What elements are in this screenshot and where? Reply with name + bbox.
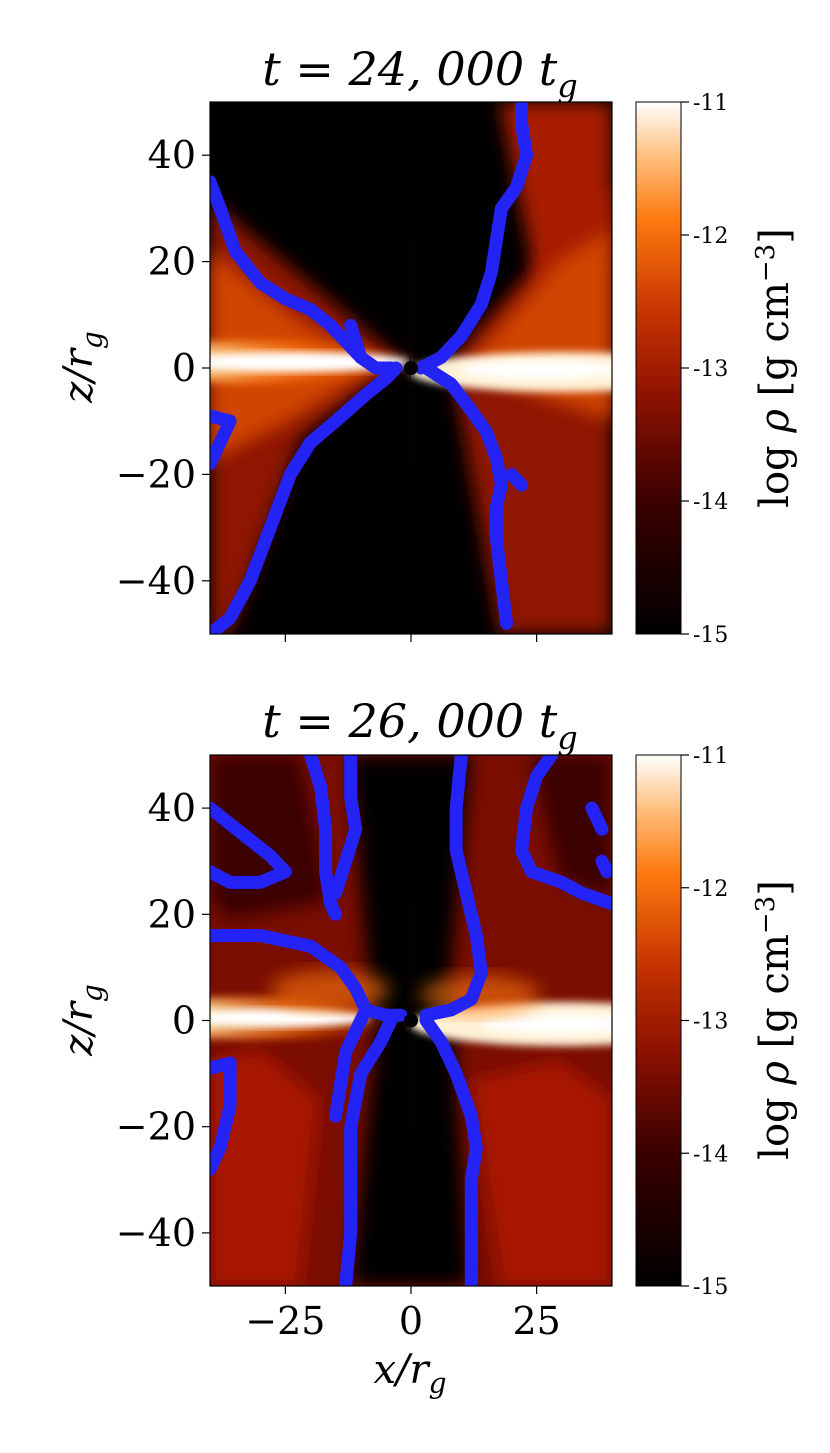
panel-1-black-hole	[404, 361, 418, 375]
x-tick-label: −25	[245, 1299, 325, 1343]
panel-1-magnetic-contours	[210, 102, 534, 634]
panel-1-colorbar	[635, 101, 682, 635]
colorbar-tick-label: -12	[693, 224, 728, 249]
y-tick-label: −20	[116, 452, 196, 496]
field-line-contour	[329, 1003, 373, 1123]
y-tick-label: −40	[116, 559, 196, 603]
y-tick-label: 0	[172, 346, 196, 390]
panel-2-magnetic-contours	[210, 755, 612, 1286]
panel-2-colorbar-ticks: -11 -12 -13 -14 -15	[681, 744, 728, 1300]
panel-2-title: t = 26, 000 tg	[262, 694, 577, 757]
field-line-contour	[419, 1014, 483, 1286]
colorbar-tick-label: -13	[693, 357, 728, 382]
field-line-contour	[585, 801, 609, 836]
field-line-contour	[210, 801, 292, 889]
colorbar-tick-label: -14	[693, 490, 728, 515]
panel-2-y-axis: 40 20 0 −20 −40	[116, 786, 210, 1255]
y-tick-label: 20	[148, 892, 196, 936]
y-tick-label: 40	[148, 786, 196, 830]
field-line-contour	[339, 1014, 398, 1286]
panel-2-xlabel: x/rg	[373, 1347, 446, 1400]
y-tick-label: −40	[116, 1211, 196, 1255]
panel-2-colorbar-label: log ρ [g cm−3]	[751, 880, 798, 1160]
panel-1-title-sub: g	[557, 67, 577, 105]
panel-1-colorbar-ticks: -11 -12 -13 -14 -15	[681, 91, 728, 648]
colorbar-tick-label: -12	[693, 877, 728, 902]
colorbar-tick-label: -14	[693, 1142, 728, 1167]
panel-1-title-main: t = 24, 000 t	[262, 42, 557, 96]
field-line-contour	[304, 755, 343, 921]
field-line-contour	[414, 102, 534, 375]
panel-2-title-sub: g	[557, 719, 577, 757]
panel-1-y-axis: 40 20 0 −20 −40	[116, 133, 210, 603]
x-tick-label: 25	[512, 1299, 560, 1343]
field-line-contour	[210, 1056, 237, 1176]
field-line-contour	[329, 755, 363, 900]
field-line-contour	[344, 318, 368, 364]
field-line-contour	[210, 929, 408, 1022]
field-line-contour	[419, 361, 513, 630]
panel-1: t = 24, 000 tg 40 20 0 −20 −40 z/rg	[56, 42, 798, 648]
field-line-contour	[505, 467, 528, 492]
panel-1-density-map	[210, 102, 612, 634]
panel-1-colorbar-label: log ρ [g cm−3]	[751, 228, 798, 508]
colorbar-tick-label: -11	[693, 91, 728, 116]
y-tick-label: 0	[172, 999, 196, 1043]
panel-2-density-map	[210, 755, 612, 1286]
panel-1-ylabel: z/rg	[56, 331, 109, 404]
x-tick-label: 0	[399, 1299, 423, 1343]
field-line-contour	[595, 854, 612, 879]
colorbar-tick-label: -15	[693, 623, 728, 648]
y-tick-label: 40	[148, 133, 196, 177]
y-tick-label: −20	[116, 1105, 196, 1149]
field-line-contour	[419, 755, 488, 1022]
panel-2-xlabel-sub: g	[429, 1367, 447, 1400]
y-tick-label: 20	[148, 240, 196, 284]
panel-2-ylabel: z/rg	[56, 984, 109, 1057]
panel-2-title-main: t = 26, 000 t	[262, 694, 557, 748]
colorbar-tick-label: -11	[693, 744, 728, 769]
panel-2-x-axis: −25 0 25	[245, 1286, 561, 1343]
field-line-contour	[210, 409, 237, 471]
panel-2-black-hole	[404, 1013, 418, 1028]
panel-1-title: t = 24, 000 tg	[262, 42, 577, 105]
field-line-contour	[210, 361, 403, 634]
panel-2-xlabel-main: x/r	[373, 1347, 431, 1393]
colorbar-tick-label: -15	[693, 1275, 728, 1300]
panel-2-colorbar	[635, 754, 682, 1287]
field-line-contour	[515, 755, 612, 911]
panel-1-x-axis	[284, 634, 538, 642]
colorbar-tick-label: -13	[693, 1010, 728, 1035]
